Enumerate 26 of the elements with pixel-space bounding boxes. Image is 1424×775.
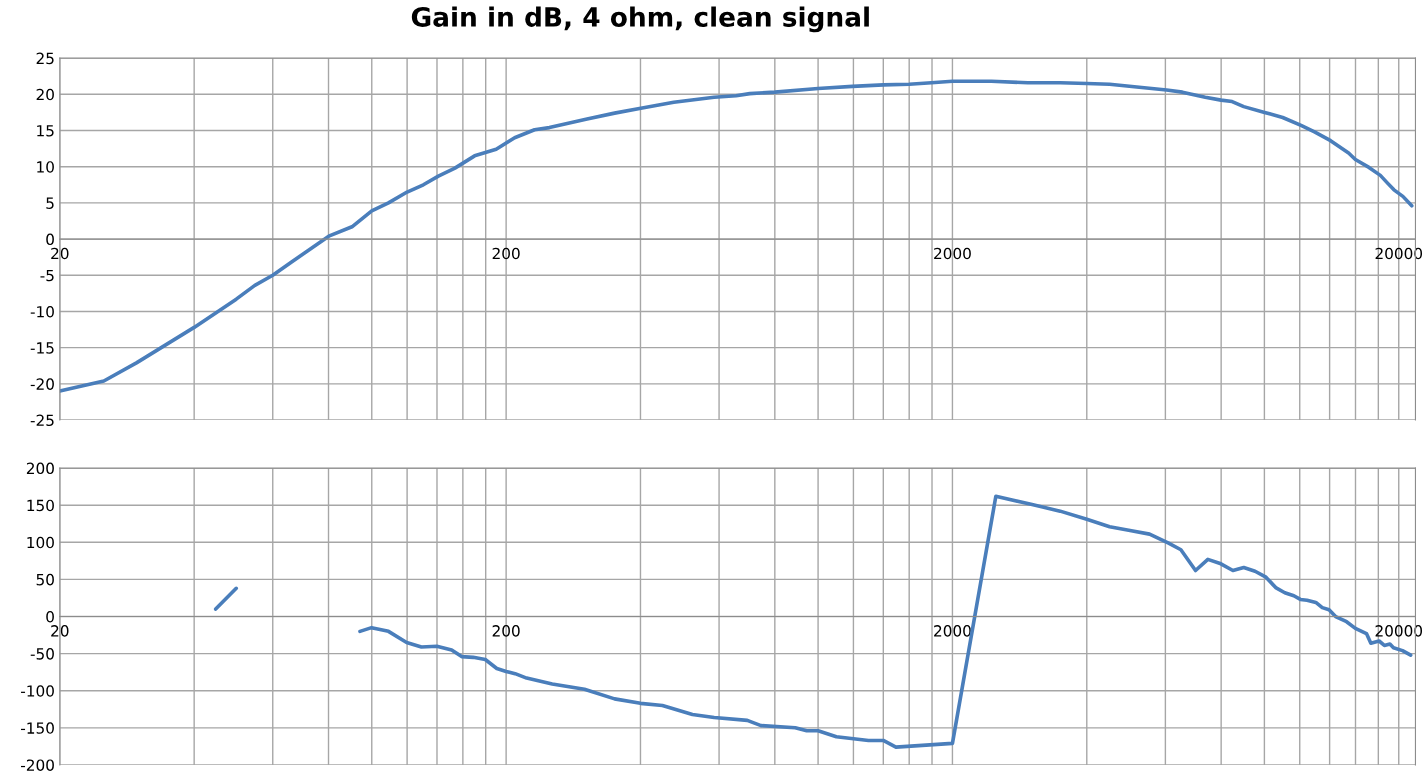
- chart-title: Gain in dB, 4 ohm, clean signal: [411, 6, 869, 33]
- y-tick-label: -150: [21, 722, 54, 734]
- y-tick-label: 50: [36, 573, 54, 586]
- y-tick-label: 100: [27, 536, 54, 549]
- y-tick-label: 15: [37, 125, 54, 137]
- x-tick-label: 2000: [934, 625, 971, 637]
- x-tick-label: 20000: [1375, 625, 1423, 637]
- y-tick-label: 150: [27, 499, 54, 512]
- y-tick-label: -15: [30, 342, 54, 354]
- y-tick-label: -25: [30, 414, 54, 427]
- x-tick-label: 200: [492, 247, 520, 260]
- y-tick-label: 5: [46, 197, 54, 209]
- y-tick-label: 0: [46, 610, 54, 623]
- y-tick-label: -200: [21, 759, 54, 771]
- y-tick-label: 25: [36, 52, 54, 65]
- y-tick-label: 200: [26, 462, 54, 475]
- y-tick-label: -50: [30, 648, 54, 660]
- y-tick-label: 0: [46, 233, 54, 246]
- y-tick-label: -5: [40, 269, 54, 282]
- y-tick-label: 20: [36, 88, 54, 101]
- x-tick-label: 200: [492, 625, 520, 637]
- y-tick-label: 10: [37, 161, 54, 173]
- y-tick-label: -20: [30, 378, 54, 390]
- x-tick-label: 2000: [934, 247, 971, 260]
- y-tick-label: -100: [21, 685, 54, 697]
- y-tick-label: -10: [30, 305, 54, 318]
